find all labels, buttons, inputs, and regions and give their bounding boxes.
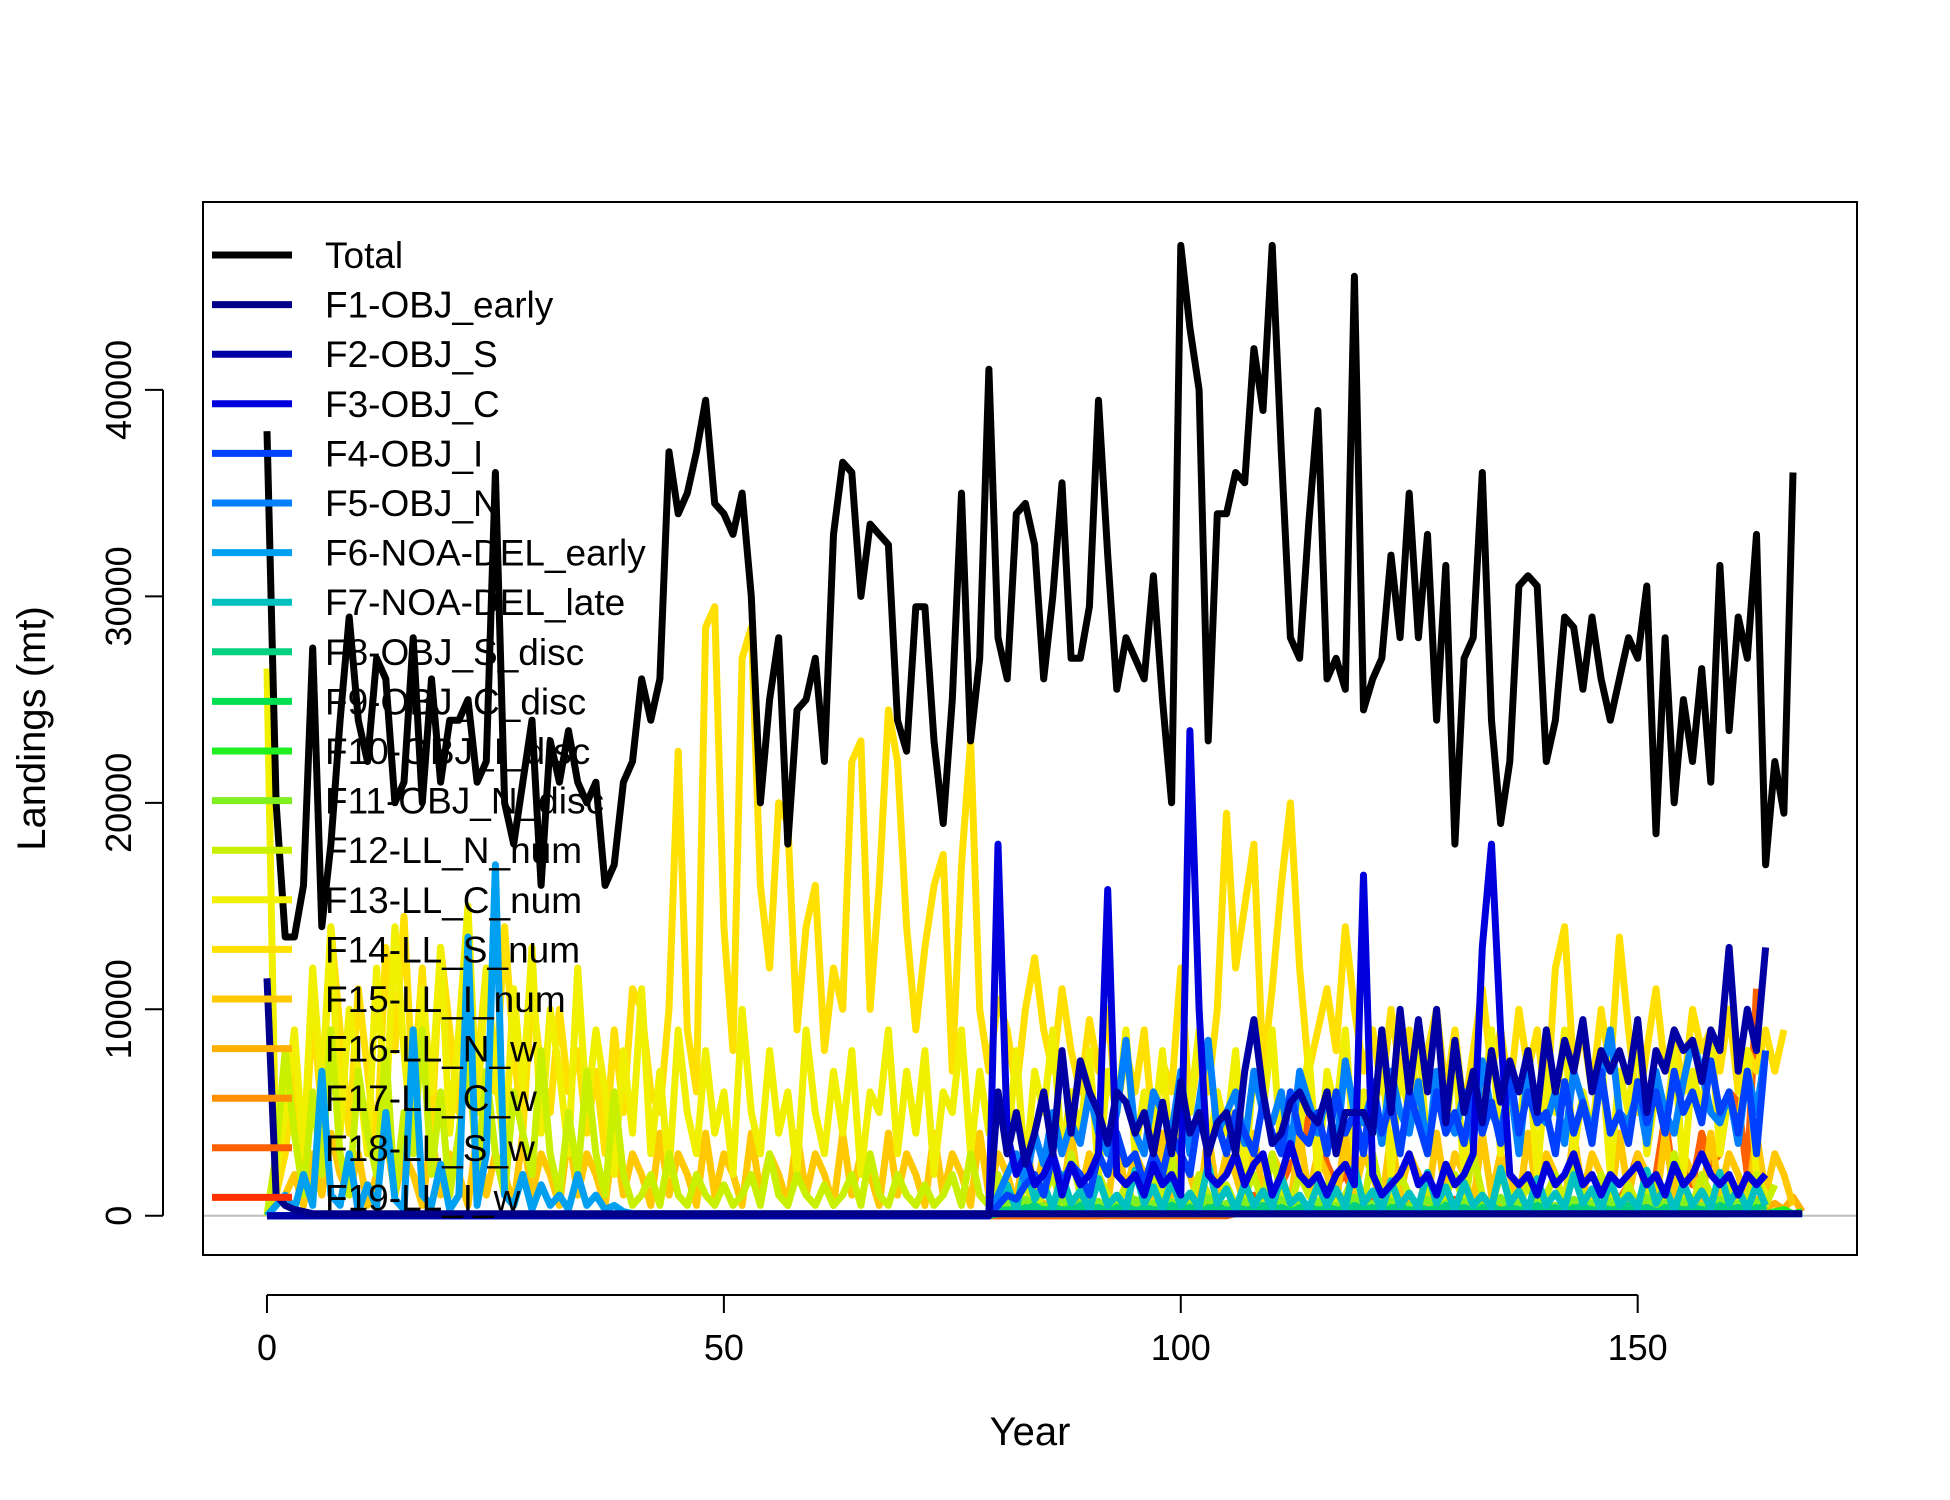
y-tick-label: 40000 — [98, 340, 139, 440]
legend-label: F18-LL_S_w — [325, 1128, 535, 1169]
legend-label: F7-NOA-DEL_late — [325, 582, 625, 623]
y-tick-label: 20000 — [98, 753, 139, 853]
legend-label: F12-LL_N_num — [325, 830, 582, 871]
legend-label: F4-OBJ_I — [325, 433, 483, 474]
x-tick-label: 50 — [704, 1327, 744, 1368]
series-line-f1-obj-early — [263, 978, 1803, 1218]
y-axis-title: Landings (mt) — [10, 606, 54, 851]
legend-label: F3-OBJ_C — [325, 384, 500, 425]
legend-label: F16-LL_N_w — [325, 1029, 537, 1070]
plot-frame — [202, 201, 1858, 1256]
legend-label: F11-OBJ_N_disc — [325, 781, 604, 822]
y-tick-label: 10000 — [98, 959, 139, 1059]
legend-label: F13-LL_C_num — [325, 880, 582, 921]
x-tick-label: 100 — [1151, 1327, 1211, 1368]
legend-label: F2-OBJ_S — [325, 334, 498, 375]
legend-label: F6-NOA-DEL_early — [325, 533, 646, 574]
series-line-total — [263, 241, 1797, 941]
legend-label: F17-LL_C_w — [325, 1078, 537, 1119]
x-tick-label: 150 — [1608, 1327, 1668, 1368]
legend-label: F1-OBJ_early — [325, 285, 554, 326]
legend-label: F14-LL_S_num — [325, 929, 580, 970]
legend-label: F5-OBJ_N — [325, 483, 500, 524]
legend-label: F10-OBJ_I_disc — [325, 731, 590, 772]
y-axis: 0 10000 20000 30000 40000 — [98, 340, 164, 1226]
legend-label: F15-LL_I_num — [325, 979, 566, 1020]
legend-label: F9-OBJ_C_disc — [325, 681, 586, 722]
legend-label: F19-LL_I_w — [325, 1177, 521, 1218]
legend-label: F8-OBJ_S_disc — [325, 632, 584, 673]
legend-label: Total — [325, 235, 403, 276]
x-axis-title: Year — [990, 1410, 1071, 1454]
y-tick-label: 30000 — [98, 546, 139, 646]
x-tick-label: 0 — [257, 1327, 277, 1368]
x-axis: 0 50 100 150 — [257, 1294, 1668, 1368]
series-lines — [263, 241, 1806, 1220]
legend: Total F1-OBJ_early F2-OBJ_S F3-OBJ_C F4-OBJ_… — [212, 235, 646, 1218]
y-tick-label: 0 — [98, 1206, 139, 1226]
